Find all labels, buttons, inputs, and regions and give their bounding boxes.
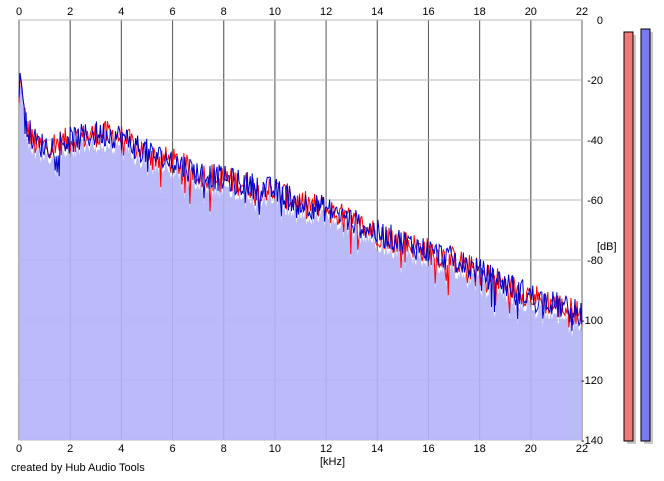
x-tick-label-top: 14 (371, 6, 383, 18)
x-tick-label-bottom: 12 (320, 443, 332, 455)
x-tick-label-top: 2 (67, 6, 73, 18)
footer-credit: created by Hub Audio Tools (11, 462, 145, 474)
spectrum-area (19, 85, 582, 441)
x-tick-label-bottom: 0 (16, 443, 22, 455)
x-tick-label-top: 4 (118, 6, 124, 18)
x-axis-unit: [kHz] (320, 456, 346, 468)
level-meters (623, 28, 653, 444)
x-tick-label-top: 22 (576, 6, 588, 18)
y-tick-label: -100 (581, 315, 603, 327)
tick-labels: 002244668810101212141416161818202022220-… (16, 6, 603, 455)
x-tick-label-bottom: 2 (67, 443, 73, 455)
x-tick-label-top: 8 (221, 6, 227, 18)
x-tick-label-bottom: 6 (169, 443, 175, 455)
channel-meter-1 (640, 28, 651, 442)
x-tick-label-top: 20 (525, 6, 537, 18)
x-tick-label-bottom: 14 (371, 443, 383, 455)
y-tick-label: -20 (587, 75, 603, 87)
x-tick-label-bottom: 18 (474, 443, 486, 455)
y-axis-unit: [dB] (597, 241, 617, 253)
y-tick-label: -80 (587, 255, 603, 267)
x-tick-label-top: 16 (422, 6, 434, 18)
channel-meter-0 (623, 31, 634, 442)
x-tick-label-bottom: 22 (576, 443, 588, 455)
x-tick-label-bottom: 10 (269, 443, 281, 455)
y-tick-label: -140 (581, 435, 603, 447)
x-tick-label-top: 12 (320, 6, 332, 18)
x-tick-label-bottom: 16 (422, 443, 434, 455)
x-tick-label-top: 0 (16, 6, 22, 18)
y-tick-label: -60 (587, 195, 603, 207)
spectrum-lines (18, 72, 583, 332)
x-tick-label-top: 18 (474, 6, 486, 18)
x-tick-label-top: 10 (269, 6, 281, 18)
x-tick-label-bottom: 4 (118, 443, 124, 455)
x-tick-label-bottom: 8 (221, 443, 227, 455)
y-tick-label: -120 (581, 375, 603, 387)
y-tick-label: -40 (587, 135, 603, 147)
x-tick-label-top: 6 (169, 6, 175, 18)
series-line-1 (18, 72, 583, 332)
spectrum-fill (19, 85, 582, 441)
x-tick-label-bottom: 20 (525, 443, 537, 455)
y-tick-label: 0 (597, 15, 603, 27)
